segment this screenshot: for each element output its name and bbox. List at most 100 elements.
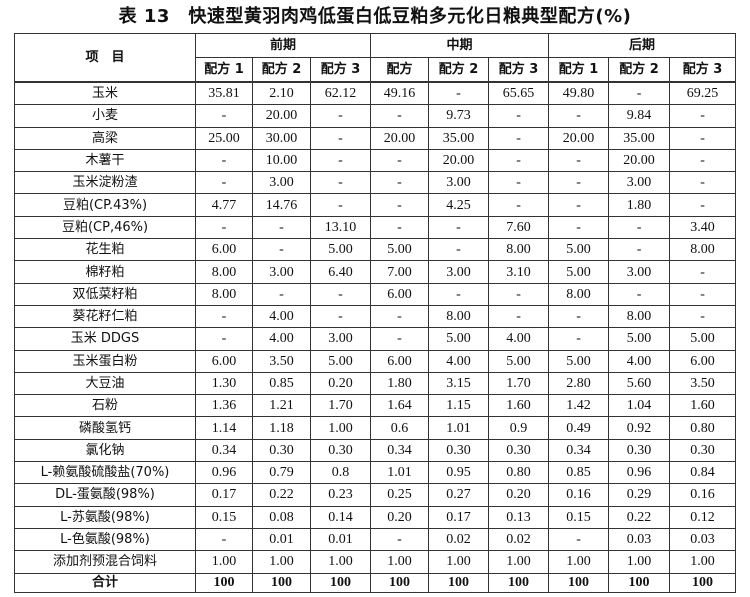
- cell-value: -: [488, 104, 550, 128]
- cell-value: 1.80: [370, 371, 430, 396]
- cell-value: 20.00: [428, 148, 490, 173]
- table-row: 葵花籽仁粕 -4.00- -8.00- -8.00-: [14, 304, 737, 329]
- header-formula: 配方 3: [488, 57, 550, 83]
- cell-value: 9.73: [428, 104, 490, 128]
- cell-value: 3.00: [252, 260, 311, 284]
- cell-value: 13.10: [309, 215, 372, 240]
- cell-value: 100: [309, 572, 372, 593]
- cell-value: -: [309, 148, 372, 173]
- cell-value: -: [548, 327, 610, 351]
- table-title: 表 13 快速型黄羽肉鸡低蛋白低豆粕多元化日粮典型配方(%): [118, 6, 632, 27]
- cell-value: 1.00: [548, 550, 610, 574]
- cell-value: -: [370, 215, 430, 240]
- total-row: 合计 100 100 100 100 100 100 100 100 100: [14, 572, 737, 593]
- cell-value: 0.96: [195, 461, 253, 485]
- cell-value: 1.42: [548, 394, 610, 418]
- table-row: 磷酸氢钙 1.14 1.18 1.00 0.6 1.01 0.9 0.49 0.92 0.80: [14, 416, 737, 440]
- cell-value: 0.9: [488, 416, 550, 440]
- cell-value: 1.01: [428, 416, 490, 440]
- cell-value: 35.00: [608, 126, 671, 150]
- cell-value: 0.34: [195, 438, 253, 463]
- cell-value: 35.81: [195, 81, 253, 106]
- cell-value: 4.00: [252, 327, 311, 351]
- cell-value: 1.21: [252, 394, 311, 418]
- cell-value: 0.27: [428, 483, 490, 507]
- cell-value: 0.85: [252, 371, 311, 396]
- row-label: 玉米 DDGS: [14, 327, 196, 351]
- cell-value: -: [488, 148, 550, 173]
- cell-value: -: [195, 527, 253, 552]
- cell-value: 8.00: [669, 238, 737, 262]
- cell-value: 1.80: [608, 193, 671, 217]
- table-row: 大豆油 1.30 0.85 0.20 1.80 3.15 1.70 2.80 5.60 3.50: [14, 371, 737, 396]
- cell-value: 69.25: [669, 81, 737, 106]
- table-row: 木薯干 -10.00- -20.00- -20.00-: [14, 148, 737, 173]
- cell-value: -: [548, 304, 610, 329]
- cell-value: 62.12: [309, 81, 372, 106]
- cell-value: 1.64: [370, 394, 430, 418]
- cell-value: 8.00: [608, 304, 671, 329]
- cell-value: 0.34: [370, 438, 430, 463]
- cell-value: 49.16: [370, 81, 430, 106]
- cell-value: 0.15: [195, 505, 253, 529]
- cell-value: -: [309, 104, 372, 128]
- cell-value: 5.00: [488, 349, 550, 373]
- cell-value: 1.00: [309, 550, 372, 574]
- header-phase: 中期: [370, 33, 550, 58]
- cell-value: 0.03: [608, 527, 671, 552]
- cell-value: 6.00: [195, 238, 253, 262]
- cell-value: -: [370, 148, 430, 173]
- cell-value: 3.00: [428, 260, 490, 284]
- cell-value: -: [309, 193, 372, 217]
- row-label: 玉米: [14, 81, 196, 106]
- cell-value: -: [548, 527, 610, 552]
- row-label: 双低菜籽粕: [14, 282, 196, 306]
- cell-value: -: [370, 193, 430, 217]
- cell-value: 3.50: [252, 349, 311, 373]
- cell-value: 3.40: [669, 215, 737, 240]
- cell-value: 100: [370, 572, 430, 593]
- cell-value: 0.22: [608, 505, 671, 529]
- header-phase: 前期: [194, 33, 372, 58]
- cell-value: 4.77: [195, 193, 253, 217]
- cell-value: 1.00: [669, 550, 737, 574]
- cell-value: 5.00: [608, 327, 671, 351]
- table-row: 玉米淀粉渣 -3.00- -3.00- -3.00-: [14, 171, 737, 195]
- cell-value: 1.00: [309, 416, 372, 440]
- header-formula: 配方 1: [195, 57, 253, 83]
- cell-value: 4.00: [488, 327, 550, 351]
- cell-value: 8.00: [428, 304, 490, 329]
- cell-value: -: [669, 171, 737, 195]
- cell-value: -: [669, 282, 737, 306]
- cell-value: 0.29: [608, 483, 671, 507]
- cell-value: 8.00: [548, 282, 610, 306]
- cell-value: 3.10: [488, 260, 550, 284]
- cell-value: 0.92: [608, 416, 671, 440]
- cell-value: 0.30: [488, 438, 550, 463]
- table-row: 添加剂预混合饲料 1.00 1.00 1.00 1.00 1.00 1.00 1.00 1.00…: [14, 550, 737, 574]
- header-formula: 配方 2: [428, 57, 490, 83]
- cell-value: 0.08: [252, 505, 311, 529]
- header-formula: 配方 2: [608, 57, 671, 83]
- cell-value: -: [428, 238, 490, 262]
- row-label: L-苏氨酸(98%): [14, 505, 196, 529]
- cell-value: -: [370, 527, 430, 552]
- cell-value: 2.10: [252, 81, 311, 106]
- cell-value: 1.04: [608, 394, 671, 418]
- cell-value: 0.80: [488, 461, 550, 485]
- cell-value: 1.01: [370, 461, 430, 485]
- table-row: 豆粕(CP,46%) - -13.10- -7.60- -3.40: [14, 215, 737, 240]
- cell-value: 6.00: [669, 349, 737, 373]
- cell-value: 0.30: [608, 438, 671, 463]
- table-row: 双低菜籽粕 8.00- -6.00- -8.00- -: [14, 282, 737, 306]
- header-formula: 配方: [370, 57, 430, 83]
- cell-value: 1.60: [669, 394, 737, 418]
- cell-value: 0.30: [428, 438, 490, 463]
- header-item: 项 目: [14, 33, 196, 83]
- cell-value: 0.12: [669, 505, 737, 529]
- row-label: 磷酸氢钙: [14, 416, 196, 440]
- cell-value: 0.13: [488, 505, 550, 529]
- table-row: 玉米 35.81 2.10 62.12 49.16-65.65 49.80-69.25: [14, 81, 737, 106]
- cell-value: 100: [548, 572, 610, 593]
